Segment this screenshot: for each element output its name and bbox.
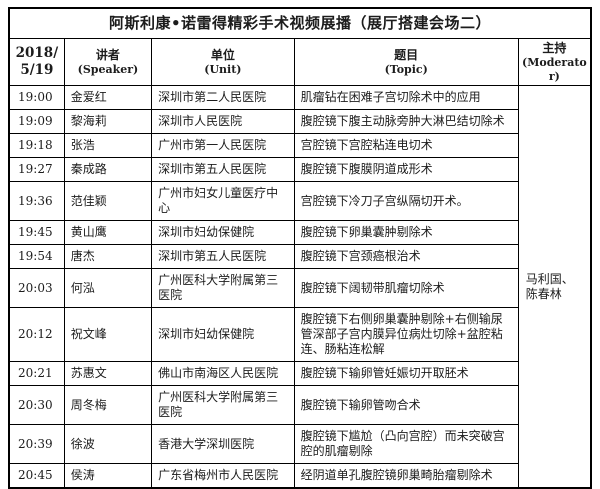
time-cell: 19:54 [8, 244, 65, 270]
col-header-speaker: 讲者 (Speaker) [63, 37, 153, 87]
unit-cell: 香港大学深圳医院 [151, 424, 295, 465]
table-row: 19:36 范佳颖 广州市妇女儿童医疗中心 宫腔镜下冷刀子宫纵隔切开术。 [8, 181, 591, 222]
unit-cell: 广东省梅州市人民医院 [151, 463, 295, 489]
col-header-topic: 题目 (Topic) [293, 37, 519, 87]
speaker-cell: 周冬梅 [63, 385, 153, 426]
speaker-cell: 范佳颖 [63, 181, 153, 222]
speaker-cell: 徐波 [63, 424, 153, 465]
col-header-moderator-en: (Moderator) [521, 55, 587, 83]
table-row: 19:18 张浩 广州市第一人民医院 宫腔镜下宫腔粘连电切术 [8, 133, 591, 159]
speaker-cell: 秦成路 [63, 157, 153, 183]
time-cell: 20:45 [8, 463, 65, 489]
time-cell: 19:36 [8, 181, 65, 222]
unit-cell: 深圳市第二人民医院 [151, 85, 295, 111]
schedule-table: 阿斯利康•诺雷得精彩手术视频展播（展厅搭建会场二） 2018/5/19 讲者 (… [8, 7, 592, 489]
time-cell: 19:00 [8, 85, 65, 111]
table-row: 20:45 侯涛 广东省梅州市人民医院 经阴道单孔腹腔镜卵巢畸胎瘤剔除术 [8, 463, 591, 489]
table-row: 20:21 苏惠文 佛山市南海区人民医院 腹腔镜下输卵管妊娠切开取胚术 [8, 361, 591, 387]
speaker-cell: 金爱红 [63, 85, 153, 111]
col-header-date: 2018/5/19 [8, 37, 65, 87]
time-cell: 20:21 [8, 361, 65, 387]
col-header-unit-cn: 单位 [210, 47, 235, 62]
table-row: 20:30 周冬梅 广州医科大学附属第三医院 腹腔镜下输卵管吻合术 [8, 385, 591, 426]
table-row: 19:27 秦成路 深圳市第五人民医院 腹腔镜下腹膜阴道成形术 [8, 157, 591, 183]
col-header-speaker-en: (Speaker) [77, 62, 139, 76]
speaker-cell: 唐杰 [63, 244, 153, 270]
topic-cell: 经阴道单孔腹腔镜卵巢畸胎瘤剔除术 [293, 463, 519, 489]
time-cell: 20:03 [8, 268, 65, 309]
table-row: 19:45 黄山鹰 深圳市妇幼保健院 腹腔镜下卵巢囊肿剔除术 [8, 220, 591, 246]
unit-cell: 佛山市南海区人民医院 [151, 361, 295, 387]
topic-cell: 腹腔镜下宫颈癌根治术 [293, 244, 519, 270]
col-header-speaker-cn: 讲者 [95, 47, 120, 62]
topic-cell: 肌瘤钻在困难子宫切除术中的应用 [293, 85, 519, 111]
table-row: 19:54 唐杰 深圳市第五人民医院 腹腔镜下宫颈癌根治术 [8, 244, 591, 270]
speaker-cell: 何泓 [63, 268, 153, 309]
speaker-cell: 侯涛 [63, 463, 153, 489]
time-cell: 19:18 [8, 133, 65, 159]
topic-cell: 宫腔镜下宫腔粘连电切术 [293, 133, 519, 159]
time-cell: 20:39 [8, 424, 65, 465]
topic-cell: 腹腔镜下卵巢囊肿剔除术 [293, 220, 519, 246]
topic-cell: 腹腔镜下输卵管妊娠切开取胚术 [293, 361, 519, 387]
speaker-cell: 黎海莉 [63, 109, 153, 135]
topic-cell: 宫腔镜下冷刀子宫纵隔切开术。 [293, 181, 519, 222]
topic-cell: 腹腔镜下腹主动脉旁肿大淋巴结切除术 [293, 109, 519, 135]
unit-cell: 深圳市第五人民医院 [151, 244, 295, 270]
header-row: 2018/5/19 讲者 (Speaker) 单位 (Unit) 题目 (Top… [8, 37, 592, 87]
col-header-moderator: 主持 (Moderator) [517, 37, 592, 87]
topic-cell: 腹腔镜下腹膜阴道成形术 [293, 157, 519, 183]
topic-cell: 腹腔镜下输卵管吻合术 [293, 385, 519, 426]
title-row: 阿斯利康•诺雷得精彩手术视频展播（展厅搭建会场二） [8, 7, 592, 39]
unit-cell: 广州医科大学附属第三医院 [151, 268, 295, 309]
schedule-page: 阿斯利康•诺雷得精彩手术视频展播（展厅搭建会场二） 2018/5/19 讲者 (… [8, 7, 592, 489]
topic-cell: 腹腔镜下阔韧带肌瘤切除术 [293, 268, 519, 309]
speaker-cell: 苏惠文 [63, 361, 153, 387]
table-row: 20:39 徐波 香港大学深圳医院 腹腔镜下尴尬（凸向宫腔）而未突破宫腔的肌瘤剔除 [8, 424, 591, 465]
unit-cell: 广州医科大学附属第三医院 [151, 385, 295, 426]
col-header-topic-en: (Topic) [384, 62, 428, 76]
table-row: 20:12 祝文峰 深圳市妇幼保健院 腹腔镜下右侧卵巢囊肿剔除+右侧输尿管深部子宫内膜… [8, 307, 591, 363]
page-title: 阿斯利康•诺雷得精彩手术视频展播（展厅搭建会场二） [8, 7, 592, 39]
col-header-unit-en: (Unit) [204, 62, 242, 76]
unit-cell: 深圳市第五人民医院 [151, 157, 295, 183]
table-row: 20:03 何泓 广州医科大学附属第三医院 腹腔镜下阔韧带肌瘤切除术 [8, 268, 591, 309]
table-row: 19:00 金爱红 深圳市第二人民医院 肌瘤钻在困难子宫切除术中的应用 马利国、 陈春林 [8, 85, 592, 489]
unit-cell: 广州市妇女儿童医疗中心 [151, 181, 295, 222]
topic-cell: 腹腔镜下尴尬（凸向宫腔）而未突破宫腔的肌瘤剔除 [293, 424, 519, 465]
unit-cell: 深圳市妇幼保健院 [151, 220, 295, 246]
topic-cell: 腹腔镜下右侧卵巢囊肿剔除+右侧输尿管深部子宫内膜异位病灶切除+盆腔粘连、肠粘连松… [293, 307, 519, 363]
unit-cell: 广州市第一人民医院 [151, 133, 295, 159]
speaker-cell: 张浩 [63, 133, 153, 159]
unit-cell: 深圳市人民医院 [151, 109, 295, 135]
col-header-unit: 单位 (Unit) [151, 37, 295, 87]
time-cell: 19:45 [8, 220, 65, 246]
table-row: 19:09 黎海莉 深圳市人民医院 腹腔镜下腹主动脉旁肿大淋巴结切除术 [8, 109, 591, 135]
time-cell: 20:30 [8, 385, 65, 426]
moderator-cell: 马利国、 陈春林 [517, 85, 592, 489]
col-header-moderator-cn: 主持 [542, 40, 567, 55]
speaker-cell: 祝文峰 [63, 307, 153, 363]
time-cell: 19:09 [8, 109, 65, 135]
time-cell: 20:12 [8, 307, 65, 363]
time-cell: 19:27 [8, 157, 65, 183]
col-header-topic-cn: 题目 [394, 47, 419, 62]
unit-cell: 深圳市妇幼保健院 [151, 307, 295, 363]
speaker-cell: 黄山鹰 [63, 220, 153, 246]
